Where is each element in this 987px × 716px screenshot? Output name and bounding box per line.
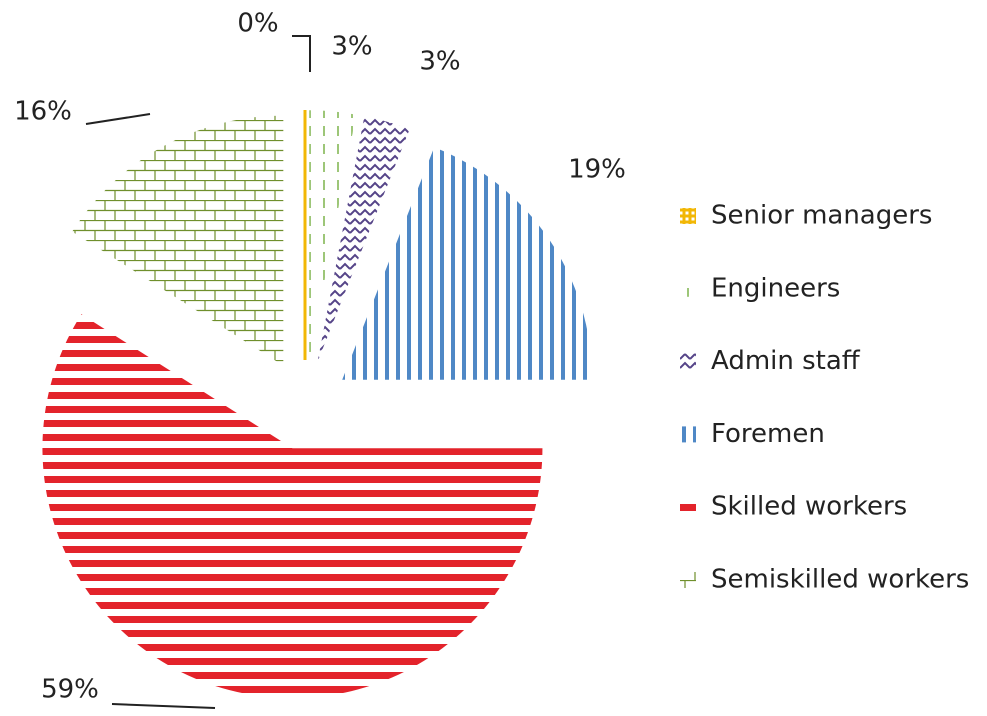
- leader-line: [85, 113, 151, 125]
- slice: [72, 115, 284, 366]
- leader-line: [111, 703, 216, 709]
- legend-swatch: [680, 208, 696, 224]
- legend-label: Semiskilled workers: [711, 565, 969, 595]
- data-label: 16%: [14, 97, 72, 127]
- legend-swatch: [680, 353, 696, 370]
- data-label: 3%: [419, 47, 460, 77]
- leader-line: [292, 35, 311, 72]
- slice: [42, 314, 543, 699]
- legend-swatch: [680, 280, 696, 297]
- legend-swatch: [680, 426, 696, 443]
- legend-label: Foremen: [711, 419, 825, 449]
- data-label: 0%: [237, 9, 278, 39]
- data-label: 19%: [568, 155, 626, 185]
- data-label: 59%: [41, 675, 99, 705]
- data-label: 3%: [331, 32, 372, 62]
- legend-label: Senior managers: [711, 201, 932, 231]
- legend-label: Engineers: [711, 273, 840, 303]
- legend-swatch: [680, 499, 696, 516]
- slice: [317, 116, 410, 362]
- legend-label: Admin staff: [711, 346, 861, 376]
- legend-swatch: [680, 572, 696, 588]
- slice: [309, 110, 357, 361]
- slice: [342, 147, 593, 380]
- legend-label: Skilled workers: [711, 492, 907, 522]
